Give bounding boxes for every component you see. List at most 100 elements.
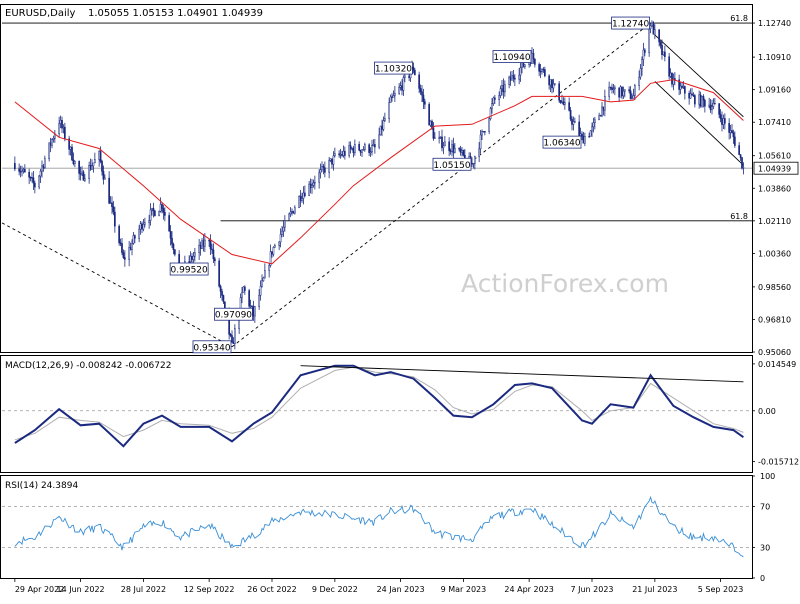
candle-body [114, 211, 116, 227]
macd-tick-label: 0.014549 [758, 360, 796, 369]
price-annotation-label: 1.12740 [612, 20, 649, 30]
candle-body [478, 148, 480, 157]
candle-body [119, 242, 122, 244]
ma-line [14, 79, 744, 265]
chart-ohlc: 1.05055 1.05153 1.04901 1.04939 [88, 8, 263, 19]
candle-body [724, 118, 726, 124]
candle-body [474, 156, 476, 164]
candle-body [122, 252, 125, 258]
candle-body [324, 167, 326, 173]
candle-body [131, 243, 133, 250]
price-trendlines [1, 22, 744, 348]
candle-body [664, 51, 666, 57]
candle-body [201, 240, 203, 249]
candle-body [208, 239, 210, 242]
candle-body [41, 165, 43, 172]
candle-body [584, 136, 586, 144]
price-annotation-label: 1.05150 [433, 161, 470, 171]
candle-body [432, 127, 435, 139]
candle-body [128, 247, 130, 260]
candle-body [244, 286, 246, 291]
candle-body [592, 122, 595, 128]
candle-body [62, 126, 65, 129]
candle-body [328, 160, 330, 173]
candle-body [384, 118, 386, 121]
candle-body [61, 120, 63, 129]
price-tick-label: 1.02110 [758, 217, 791, 226]
macd-trendline [300, 365, 744, 383]
candle-body [641, 59, 643, 69]
candle-body [361, 149, 363, 153]
candle-body [594, 119, 596, 123]
candle-body [142, 224, 145, 230]
candle-body [259, 285, 262, 296]
candle-body [144, 222, 146, 225]
candle-body [548, 75, 550, 86]
candle-body [552, 83, 555, 89]
candle-body [422, 94, 425, 102]
candle-body [88, 164, 90, 179]
candle-body [662, 51, 665, 55]
candle-body [354, 144, 356, 153]
candle-body [429, 120, 432, 126]
candle-body [728, 123, 730, 133]
candle-body [94, 159, 96, 164]
candle-body [601, 106, 603, 116]
candle-body [162, 208, 165, 213]
rsi-tick-label: 70 [760, 503, 770, 512]
candle-body [732, 132, 735, 138]
candle-body [42, 165, 45, 168]
price-tick-label: 1.09160 [758, 86, 791, 95]
candle-body [22, 169, 25, 172]
candle-body [524, 64, 526, 68]
candle-body [171, 237, 173, 245]
candle-body [249, 305, 252, 307]
candle-body [689, 93, 692, 99]
candle-body [209, 240, 212, 250]
candle-body [219, 285, 222, 292]
price-tick-label: 1.10910 [758, 53, 791, 62]
candle-body [568, 102, 570, 111]
candle-body [578, 121, 580, 136]
candle-body [291, 210, 293, 213]
candle-body [658, 29, 660, 43]
candle-body [38, 175, 40, 188]
price-tick-label: 1.05610 [758, 152, 791, 161]
candle-body [739, 154, 742, 158]
price-annotation-box [432, 157, 472, 171]
candle-body [151, 207, 153, 211]
candle-body [274, 245, 276, 248]
candle-body [298, 195, 300, 209]
candle-body [451, 144, 453, 152]
candle-body [482, 131, 485, 133]
candle-body [499, 88, 502, 96]
candle-body [434, 137, 436, 139]
candle-body [708, 104, 710, 107]
candle-body [99, 151, 102, 162]
candle-body [284, 220, 286, 228]
trendline [1, 222, 233, 348]
candle-body [134, 235, 136, 239]
price-annotation-box [542, 135, 582, 149]
candle-body [221, 291, 223, 296]
candle-body [582, 135, 585, 144]
candle-body [511, 75, 513, 81]
candle-body [49, 142, 52, 146]
candle-body [668, 56, 670, 77]
candle-body [439, 136, 442, 138]
candle-body [32, 177, 35, 184]
fib-level-label: 61.8 [730, 212, 748, 221]
candle-body [139, 223, 142, 230]
price-panel-frame [0, 4, 753, 353]
candle-body [29, 176, 32, 179]
candle-body [401, 85, 403, 91]
x-tick-label: 5 Sep 2023 [698, 585, 744, 594]
candle-body [618, 87, 620, 98]
candle-body [488, 118, 490, 132]
candle-body [671, 72, 673, 85]
candle-body [359, 149, 362, 153]
price-tick-label: 0.98560 [758, 283, 791, 292]
candle-body [14, 163, 16, 170]
candle-body [624, 89, 626, 92]
